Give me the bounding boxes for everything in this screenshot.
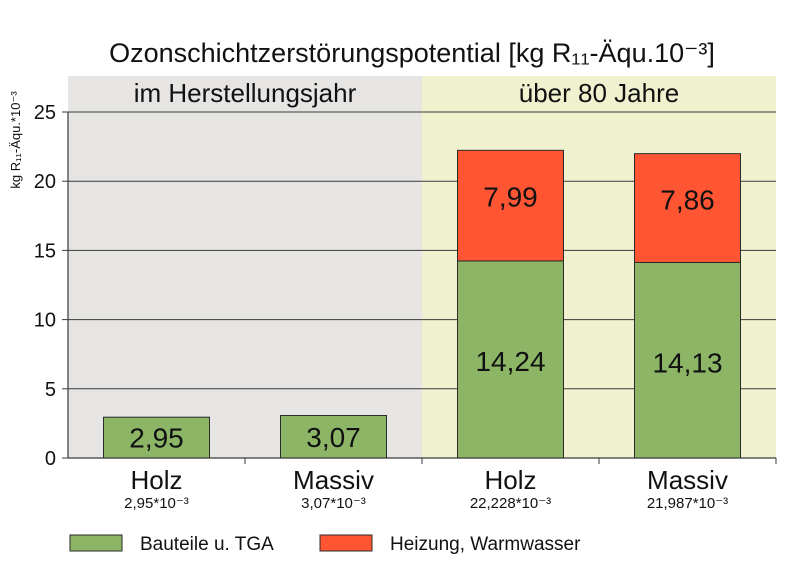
y-tick-label: 20 — [34, 171, 56, 193]
bar-segment — [457, 260, 564, 459]
chart-title: Ozonschichtzerstörungspotential [kg R₁₁-… — [109, 38, 715, 68]
bar-segment — [280, 415, 387, 459]
bar-segment — [457, 149, 564, 262]
x-category-label: Holz — [130, 465, 182, 495]
legend-label: Bauteile u. TGA — [140, 534, 274, 555]
legend-label: Heizung, Warmwasser — [390, 534, 581, 555]
bar-segment — [634, 261, 741, 459]
bar-segment — [103, 416, 210, 459]
y-axis-label: kg R₁₁-Äqu.*10⁻³ — [8, 91, 23, 189]
x-category-label: Massiv — [647, 465, 728, 495]
x-category-sublabel: 3,07*10⁻³ — [301, 495, 366, 512]
x-category-label: Holz — [484, 465, 536, 495]
y-tick-label: 0 — [45, 448, 56, 470]
bar-value-label: 14,24 — [475, 346, 545, 377]
x-category-sublabel: 22,228*10⁻³ — [470, 495, 551, 512]
bar-value-label: 14,13 — [652, 347, 722, 378]
y-tick-label: 15 — [34, 240, 56, 262]
bar-value-label: 2,95 — [129, 423, 184, 454]
x-category-sublabel: 21,987*10⁻³ — [647, 495, 728, 512]
bar-value-label: 7,99 — [483, 181, 538, 212]
region-heading: im Herstellungsjahr — [134, 78, 357, 108]
bar-value-label: 7,86 — [660, 185, 715, 216]
y-tick-label: 10 — [34, 310, 56, 332]
legend-swatch — [69, 534, 123, 552]
region-background — [68, 76, 422, 458]
bar-segment — [634, 153, 741, 263]
x-category-sublabel: 2,95*10⁻³ — [124, 495, 189, 512]
bar-value-label: 3,07 — [306, 422, 361, 453]
region-heading: über 80 Jahre — [519, 78, 679, 108]
x-category-label: Massiv — [293, 465, 374, 495]
legend-swatch — [319, 534, 373, 552]
y-tick-label: 25 — [34, 102, 56, 124]
y-tick-label: 5 — [45, 379, 56, 401]
